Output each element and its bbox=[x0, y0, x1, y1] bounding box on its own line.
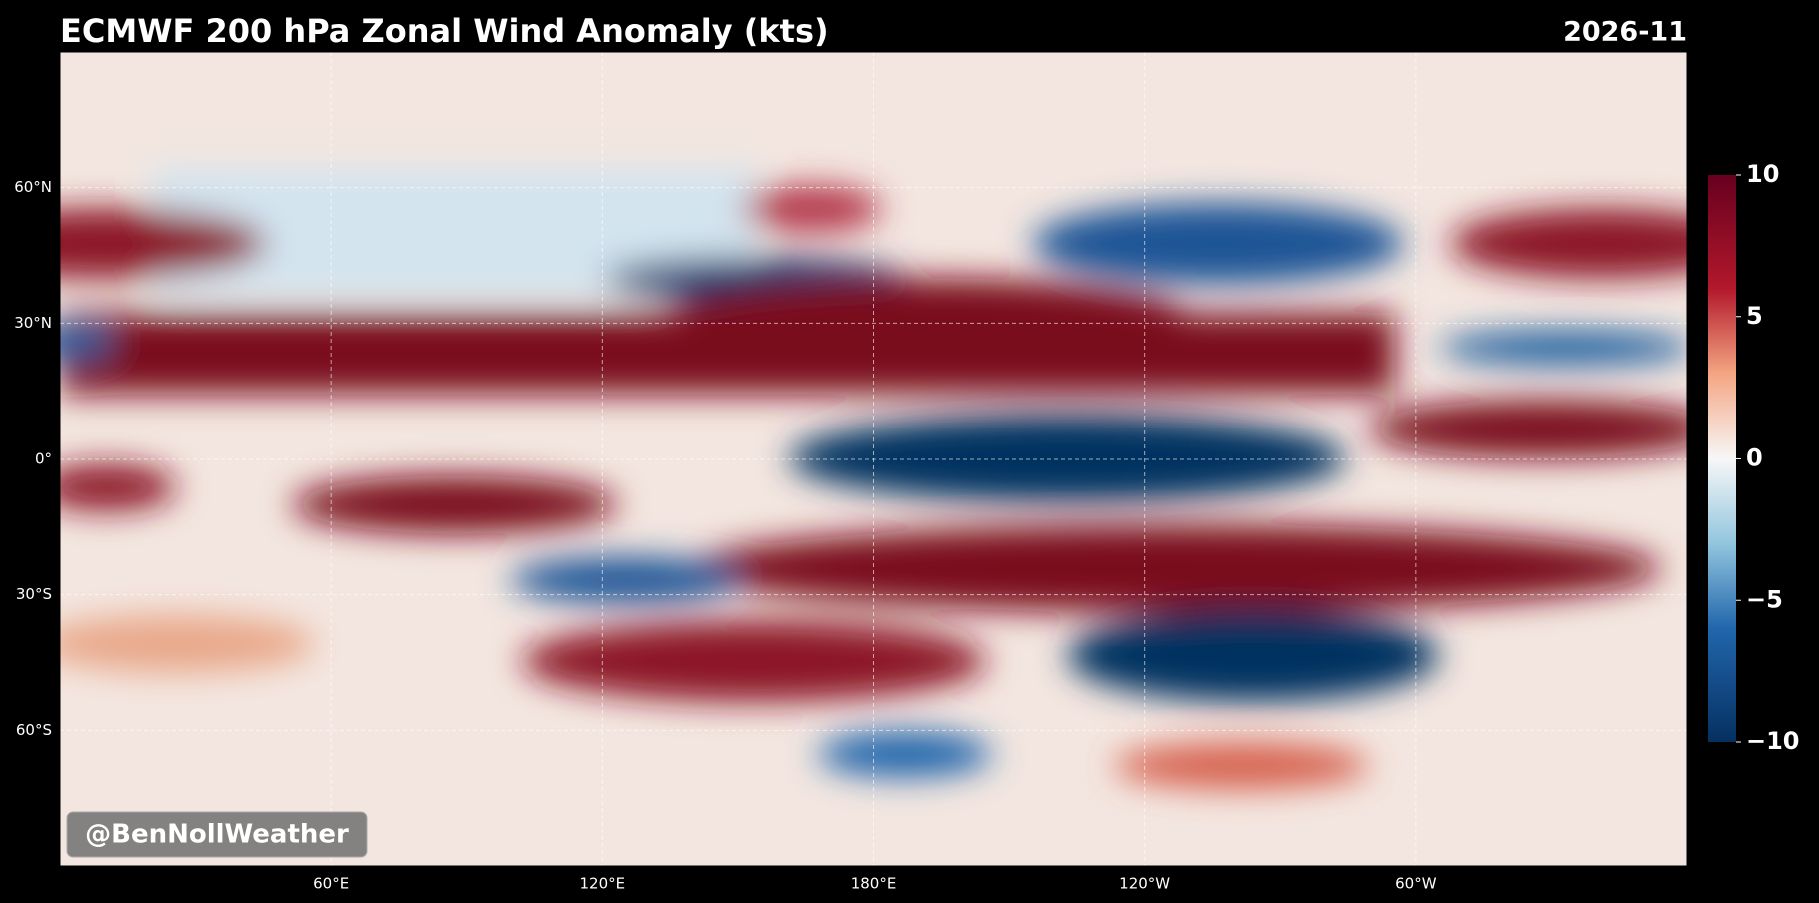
lon-label: 120°E bbox=[580, 875, 626, 893]
lon-label: 180°E bbox=[851, 875, 897, 893]
map-frame bbox=[59, 51, 1688, 867]
lat-label: 30°S bbox=[16, 585, 52, 603]
watermark-box bbox=[66, 811, 368, 858]
colorbar bbox=[1708, 175, 1736, 742]
graticule bbox=[60, 52, 1687, 866]
lon-label: 120°W bbox=[1119, 875, 1170, 893]
date: 2026-11 bbox=[1563, 17, 1687, 48]
colorbar-tick-label: −5 bbox=[1746, 585, 1783, 613]
lat-label: 30°N bbox=[14, 314, 52, 332]
lon-label: 60°E bbox=[313, 875, 349, 893]
lon-label: 60°W bbox=[1395, 875, 1437, 893]
lat-label: 60°S bbox=[16, 721, 52, 739]
colorbar-tick-label: 0 bbox=[1746, 444, 1763, 472]
colorbar-tick-label: −10 bbox=[1746, 727, 1800, 755]
colorbar-tick-label: 5 bbox=[1746, 302, 1763, 330]
title: ECMWF 200 hPa Zonal Wind Anomaly (kts) bbox=[60, 12, 829, 50]
lat-label: 0° bbox=[35, 450, 52, 468]
watermark: @BenNollWeather bbox=[85, 820, 349, 850]
colorbar-tick-label: 10 bbox=[1746, 160, 1779, 188]
lat-label: 60°N bbox=[14, 178, 52, 196]
